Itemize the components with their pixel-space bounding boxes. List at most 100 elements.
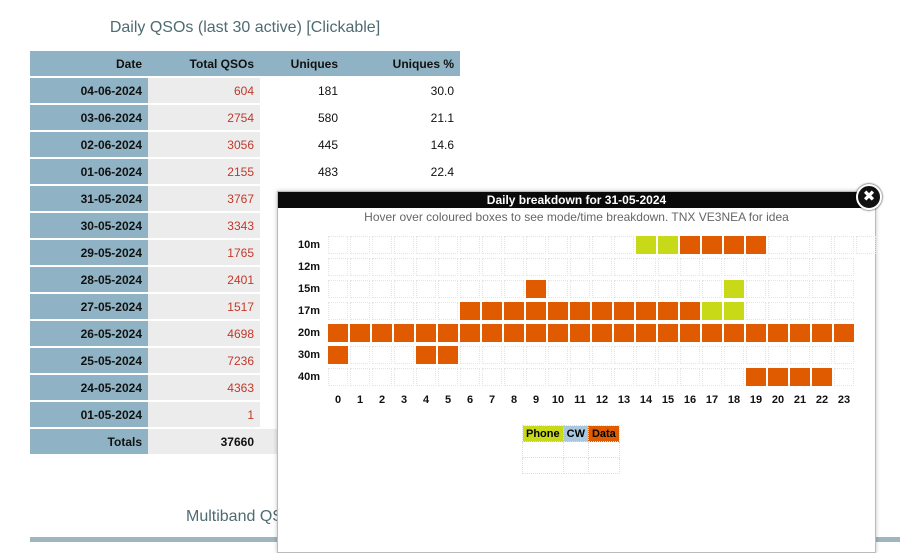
activity-box[interactable] bbox=[658, 236, 678, 254]
activity-box[interactable] bbox=[438, 346, 458, 364]
hour-label: 9 bbox=[532, 394, 540, 406]
activity-box[interactable] bbox=[526, 280, 546, 298]
activity-box[interactable] bbox=[592, 324, 612, 342]
date-cell[interactable]: 29-05-2024 bbox=[30, 240, 148, 265]
empty-hour-cell bbox=[614, 368, 634, 386]
empty-hour-cell bbox=[438, 258, 458, 276]
date-cell[interactable]: 28-05-2024 bbox=[30, 267, 148, 292]
empty-hour-cell bbox=[724, 346, 744, 364]
table-row[interactable]: 02-06-2024 3056 445 14.6 bbox=[30, 132, 460, 157]
activity-box[interactable] bbox=[812, 368, 832, 386]
empty-hour-cell bbox=[438, 236, 458, 254]
date-cell[interactable]: 01-05-2024 bbox=[30, 402, 148, 427]
activity-box[interactable] bbox=[328, 346, 348, 364]
date-cell[interactable]: 04-06-2024 bbox=[30, 78, 148, 103]
activity-box[interactable] bbox=[812, 324, 832, 342]
empty-hour-cell bbox=[350, 302, 370, 320]
activity-box[interactable] bbox=[482, 324, 502, 342]
activity-box[interactable] bbox=[394, 324, 414, 342]
activity-box[interactable] bbox=[636, 324, 656, 342]
activity-box[interactable] bbox=[592, 302, 612, 320]
activity-box[interactable] bbox=[724, 236, 744, 254]
activity-box[interactable] bbox=[746, 236, 766, 254]
activity-box[interactable] bbox=[702, 236, 722, 254]
activity-box[interactable] bbox=[438, 324, 458, 342]
total-qsos-cell: 4363 bbox=[148, 375, 260, 400]
activity-box[interactable] bbox=[746, 368, 766, 386]
date-cell[interactable]: 01-06-2024 bbox=[30, 159, 148, 184]
popup-title: Daily breakdown for 31-05-2024 bbox=[278, 192, 875, 208]
date-cell[interactable]: 31-05-2024 bbox=[30, 186, 148, 211]
activity-box[interactable] bbox=[416, 324, 436, 342]
empty-hour-cell bbox=[636, 258, 656, 276]
activity-box[interactable] bbox=[504, 324, 524, 342]
table-row[interactable]: 01-06-2024 2155 483 22.4 bbox=[30, 159, 460, 184]
activity-box[interactable] bbox=[724, 280, 744, 298]
activity-box[interactable] bbox=[482, 302, 502, 320]
empty-hour-cell bbox=[438, 368, 458, 386]
activity-box[interactable] bbox=[790, 368, 810, 386]
activity-box[interactable] bbox=[548, 302, 568, 320]
empty-hour-cell bbox=[482, 258, 502, 276]
table-row[interactable]: 03-06-2024 2754 580 21.1 bbox=[30, 105, 460, 130]
empty-hour-cell bbox=[790, 236, 810, 254]
activity-box[interactable] bbox=[680, 324, 700, 342]
activity-box[interactable] bbox=[416, 346, 436, 364]
table-row[interactable]: 04-06-2024 604 181 30.0 bbox=[30, 78, 460, 103]
activity-box[interactable] bbox=[680, 236, 700, 254]
activity-box[interactable] bbox=[702, 302, 722, 320]
activity-box[interactable] bbox=[768, 324, 788, 342]
empty-hour-cell bbox=[570, 280, 590, 298]
activity-box[interactable] bbox=[790, 324, 810, 342]
activity-box[interactable] bbox=[768, 368, 788, 386]
activity-box[interactable] bbox=[834, 324, 854, 342]
date-cell[interactable]: 03-06-2024 bbox=[30, 105, 148, 130]
empty-hour-cell bbox=[592, 280, 612, 298]
activity-box[interactable] bbox=[570, 324, 590, 342]
empty-hour-cell bbox=[394, 346, 414, 364]
activity-box[interactable] bbox=[702, 324, 722, 342]
date-cell[interactable]: 24-05-2024 bbox=[30, 375, 148, 400]
empty-hour-cell bbox=[680, 258, 700, 276]
activity-box[interactable] bbox=[460, 324, 480, 342]
date-cell[interactable]: 27-05-2024 bbox=[30, 294, 148, 319]
activity-box[interactable] bbox=[658, 302, 678, 320]
activity-box[interactable] bbox=[614, 302, 634, 320]
hour-axis: 0 1 2 3 4 5 6 7 8 9 10 11 12 13 14 15 16 17 18 19 20 21 22 23 bbox=[298, 390, 878, 410]
empty-hour-cell bbox=[372, 302, 392, 320]
date-cell[interactable]: 25-05-2024 bbox=[30, 348, 148, 373]
empty-hour-cell bbox=[416, 302, 436, 320]
activity-box[interactable] bbox=[570, 302, 590, 320]
empty-hour-cell bbox=[636, 346, 656, 364]
hour-label: 0 bbox=[334, 394, 342, 406]
date-cell[interactable]: 02-06-2024 bbox=[30, 132, 148, 157]
activity-box[interactable] bbox=[658, 324, 678, 342]
activity-box[interactable] bbox=[350, 324, 370, 342]
activity-box[interactable] bbox=[680, 302, 700, 320]
activity-box[interactable] bbox=[548, 324, 568, 342]
activity-box[interactable] bbox=[372, 324, 392, 342]
date-cell[interactable]: 30-05-2024 bbox=[30, 213, 148, 238]
hour-label: 15 bbox=[661, 394, 675, 406]
activity-box[interactable] bbox=[328, 324, 348, 342]
activity-box[interactable] bbox=[614, 324, 634, 342]
activity-box[interactable] bbox=[460, 302, 480, 320]
activity-box[interactable] bbox=[724, 324, 744, 342]
activity-box[interactable] bbox=[746, 324, 766, 342]
band-label: 40m bbox=[298, 371, 321, 383]
date-cell[interactable]: 26-05-2024 bbox=[30, 321, 148, 346]
empty-hour-cell bbox=[592, 346, 612, 364]
activity-box[interactable] bbox=[526, 324, 546, 342]
activity-box[interactable] bbox=[724, 302, 744, 320]
page-title[interactable]: Daily QSOs (last 30 active) [Clickable] bbox=[109, 19, 381, 36]
close-icon[interactable]: ✖ bbox=[856, 184, 882, 210]
empty-hour-cell bbox=[482, 346, 502, 364]
empty-hour-cell bbox=[834, 302, 854, 320]
activity-box[interactable] bbox=[636, 236, 656, 254]
activity-box[interactable] bbox=[526, 302, 546, 320]
hour-label: 8 bbox=[510, 394, 518, 406]
hour-label: 1 bbox=[356, 394, 364, 406]
activity-box[interactable] bbox=[636, 302, 656, 320]
empty-hour-cell bbox=[702, 346, 722, 364]
activity-box[interactable] bbox=[504, 302, 524, 320]
